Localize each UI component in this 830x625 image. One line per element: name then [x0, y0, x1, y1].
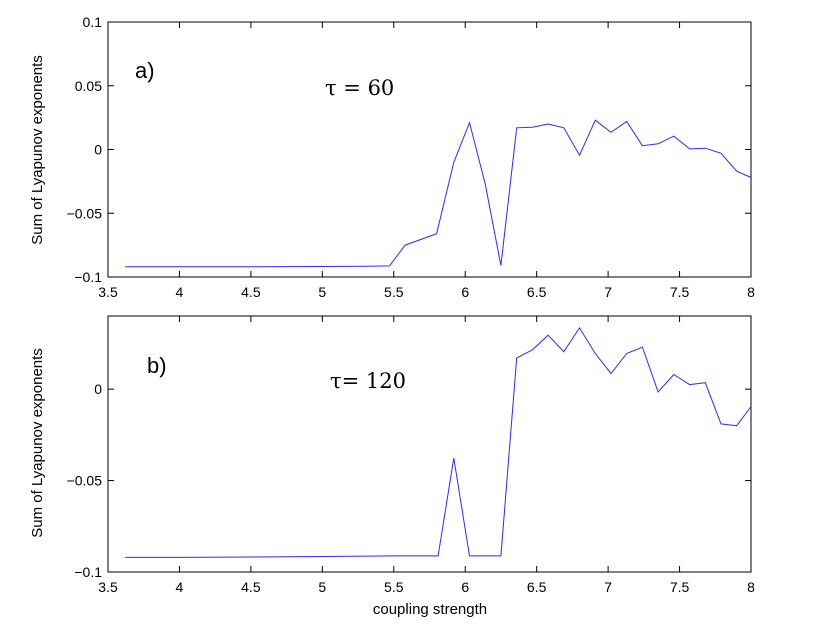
x-tick-label: 3.5 [98, 579, 118, 595]
x-tick-label: 7.5 [670, 579, 690, 595]
tick-marks [107, 21, 752, 278]
x-tick-label: 3.5 [98, 284, 118, 300]
x-tick-label: 5 [318, 284, 326, 300]
series-line [125, 326, 752, 558]
panel-b: 3.5 4 4.5 5 5.5 6 6.5 7 7.5 8 −0.1 −0.05 0 b) τ= 12… [29, 315, 755, 618]
x-tick-label: 6 [461, 579, 469, 595]
x-tick-label: 7.5 [670, 284, 690, 300]
y-tick-label: −0.05 [67, 473, 103, 489]
x-tick-label: 7 [604, 579, 612, 595]
x-tick-label: 4.5 [241, 579, 261, 595]
y-tick-label: 0 [94, 381, 102, 397]
y-axis-label: Sum of Lyapunov exponents [29, 348, 46, 538]
x-tick-labels: 3.5 4 4.5 5 5.5 6 6.5 7 7.5 8 [98, 579, 755, 595]
x-tick-label: 4 [176, 579, 184, 595]
y-tick-label: −0.1 [74, 269, 102, 285]
x-tick-label: 5 [318, 579, 326, 595]
tau-annotation: τ = 60 [325, 76, 394, 100]
panel-label: a) [135, 58, 155, 83]
y-tick-label: 0.05 [75, 78, 102, 94]
series-line [125, 119, 752, 268]
y-tick-label: 0.1 [83, 14, 103, 30]
y-tick-label: −0.05 [67, 205, 103, 221]
y-tick-label: 0 [94, 142, 102, 158]
y-tick-labels: −0.1 −0.05 0 0.05 0.1 [67, 14, 103, 285]
y-tick-label: −0.1 [74, 564, 102, 580]
x-tick-label: 5.5 [384, 284, 404, 300]
tick-marks [107, 316, 752, 573]
y-axis-label: Sum of Lyapunov exponents [29, 55, 46, 245]
x-tick-label: 8 [747, 579, 755, 595]
x-tick-label: 6.5 [527, 284, 547, 300]
x-tick-label: 5.5 [384, 579, 404, 595]
x-tick-label: 4 [176, 284, 184, 300]
x-tick-labels: 3.5 4 4.5 5 5.5 6 6.5 7 7.5 8 [98, 284, 755, 300]
tau-annotation: τ= 120 [330, 369, 406, 393]
panel-a: 3.5 4 4.5 5 5.5 6 6.5 7 7.5 8 −0.1 −0.05 0 0.05 0.1 a… [29, 14, 755, 300]
panel-label: b) [147, 353, 167, 378]
x-tick-label: 6.5 [527, 579, 547, 595]
y-tick-labels: −0.1 −0.05 0 [67, 381, 103, 580]
x-tick-label: 6 [461, 284, 469, 300]
x-tick-label: 7 [604, 284, 612, 300]
plot-area-frame [107, 315, 752, 573]
plot-area-frame [107, 21, 752, 278]
x-axis-label: coupling strength [373, 601, 487, 618]
x-tick-label: 4.5 [241, 284, 261, 300]
x-tick-label: 8 [747, 284, 755, 300]
